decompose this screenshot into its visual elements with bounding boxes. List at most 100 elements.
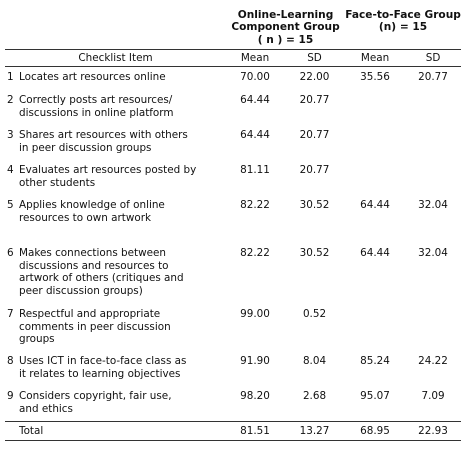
online-mean-cell: 64.44 [240,94,270,107]
item-text-line: Respectful and appropriate [19,308,161,321]
online-sd-header: SD [284,49,346,68]
item-text-line: other students [19,176,96,189]
f2f-sd-cell: 7.09 [421,390,445,403]
item-text: Considers copyright, fair use, and ethics [19,390,226,415]
f2f-mean-cell: 85.24 [360,355,390,368]
f2f-mean-header: Mean [345,49,406,68]
f2f-group-line: (n) = 15 [378,21,428,34]
online-mean-cell: 99.00 [240,308,270,321]
item-text-line: in peer discussion groups [19,141,152,154]
item-text-line: artwork of others (critiques and [19,272,184,285]
online-mean-cell: 70.00 [240,71,270,84]
online-mean-cell: 98.20 [240,390,270,403]
item-text-line: Uses ICT in face-to-face class as [19,355,187,368]
total-f2f-sd: 22.93 [405,421,462,442]
table-row: 4 Evaluates art resources posted by other … [5,160,461,195]
table-body: 1 Locates art resources online 70.00 22.00 3… [5,67,461,422]
f2f-sd-cell: 24.22 [418,355,448,368]
f2f-group-line: Face-to-Face Group [345,9,461,21]
total-online-sd: 13.27 [284,421,346,442]
online-sd-cell: 20.77 [299,164,330,177]
checklist-item: 3 Shares art resources with others in peer… [5,129,226,154]
item-number: 8 [7,355,14,368]
checklist-item: 8 Uses ICT in face-to-face class as it rel… [5,355,226,380]
checklist-item-cell: 5 Applies knowledge of online resources to… [5,195,226,243]
checklist-item: 6 Makes connections between discussions an… [5,247,226,297]
f2f-sd-cell: 20.77 [418,71,448,84]
item-number: 4 [7,164,14,177]
checklist-item: 4 Evaluates art resources posted by other … [5,164,226,189]
online-sd-cell: 20.77 [299,94,330,107]
checklist-item: 5 Applies knowledge of online resources to… [5,199,226,224]
item-number: 1 [7,71,14,84]
item-text-line: peer discussion groups) [19,284,143,297]
item-text-line: Locates art resources online [19,71,166,84]
item-text-line: it relates to learning objectives [19,367,181,380]
total-label: Total [5,421,226,442]
item-text: Shares art resources with others in peer … [19,129,226,154]
item-text: Applies knowledge of online resources to … [19,199,226,224]
checklist-item-cell: 1 Locates art resources online [5,67,226,91]
table-row: 2 Correctly posts art resources/discussio… [5,90,461,125]
table-row: 1 Locates art resources online 70.00 22.00 3… [5,67,461,91]
checklist-item-cell: 2 Correctly posts art resources/discussio… [5,90,226,125]
online-group-header: Online-Learning Component Group ( n ) = … [226,5,345,50]
f2f-sd-cell [405,125,461,160]
total-online-mean: 81.51 [226,421,284,442]
item-text-line: resources to own artwork [19,211,151,224]
checklist-results-table: Online-Learning Component Group ( n ) = … [5,5,462,442]
item-number: 7 [7,308,14,321]
online-mean-cell: 91.90 [240,355,270,368]
checklist-item-cell: 9 Considers copyright, fair use, and ethic… [5,386,226,422]
item-number: 9 [7,390,14,403]
online-sd-cell: 8.04 [302,355,327,368]
checklist-item-cell: 8 Uses ICT in face-to-face class as it rel… [5,351,226,386]
group-header-blank [5,5,226,50]
online-mean-cell: 82.22 [240,199,270,212]
checklist-item-header: Checklist Item [5,49,226,68]
total-f2f-mean: 68.95 [345,421,406,442]
item-text: Locates art resources online [19,71,226,84]
online-group-line: Online-Learning [237,9,334,21]
online-sd-cell: 30.52 [299,199,330,212]
item-text-line: discussions in online platform [19,106,174,119]
item-number: 3 [7,129,14,142]
online-mean-cell: 81.11 [240,164,270,177]
online-mean-cell: 64.44 [240,129,270,142]
f2f-sd-header: SD [405,49,462,68]
total-row: Total 81.51 13.27 68.95 22.93 [5,421,462,442]
f2f-mean-cell [345,160,405,195]
item-text-line: Shares art resources with others [19,129,188,142]
f2f-mean-cell: 64.44 [360,199,390,212]
f2f-mean-cell: 35.56 [360,71,390,84]
f2f-sd-cell [405,160,461,195]
f2f-mean-cell: 95.07 [360,390,390,403]
online-group-line: Component Group [231,21,340,34]
table-row: 9 Considers copyright, fair use, and ethic… [5,386,461,422]
group-header-row: Online-Learning Component Group ( n ) = … [5,5,461,50]
f2f-mean-cell [345,90,405,125]
f2f-mean-cell [345,304,405,351]
online-sd-cell: 0.52 [302,308,327,321]
f2f-mean-cell [345,125,405,160]
item-number: 5 [7,199,14,212]
online-sd-cell: 20.77 [299,129,330,142]
checklist-item: 7 Respectful and appropriate comments in p… [5,308,226,346]
item-text-line: Considers copyright, fair use, [19,390,172,403]
item-text-line: groups [19,333,55,346]
checklist-item: 1 Locates art resources online [5,71,226,84]
item-text: Correctly posts art resources/discussion… [19,94,226,119]
f2f-sd-cell: 32.04 [418,199,448,212]
item-text-line: Correctly posts art resources/ [19,94,173,107]
f2f-sd-cell [405,304,461,351]
item-text-line: and ethics [19,402,73,415]
online-group-line: ( n ) = 15 [257,33,314,46]
f2f-sd-cell [405,90,461,125]
table-row: 8 Uses ICT in face-to-face class as it rel… [5,351,461,386]
checklist-item-cell: 7 Respectful and appropriate comments in p… [5,304,226,351]
table-row: 7 Respectful and appropriate comments in p… [5,304,461,351]
item-number: 6 [7,247,14,260]
item-text-line: Applies knowledge of online [19,199,165,212]
f2f-mean-cell: 64.44 [360,247,390,260]
checklist-item-cell: 4 Evaluates art resources posted by other … [5,160,226,195]
